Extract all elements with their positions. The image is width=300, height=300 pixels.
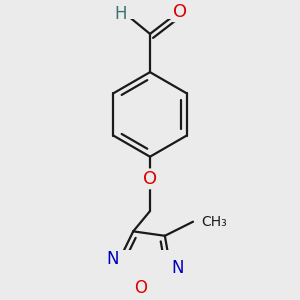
- Text: O: O: [134, 279, 147, 297]
- Text: CH₃: CH₃: [201, 215, 227, 229]
- Text: O: O: [143, 170, 157, 188]
- Text: H: H: [115, 5, 127, 23]
- Text: N: N: [106, 250, 118, 268]
- Text: N: N: [171, 259, 184, 277]
- Text: O: O: [173, 3, 187, 21]
